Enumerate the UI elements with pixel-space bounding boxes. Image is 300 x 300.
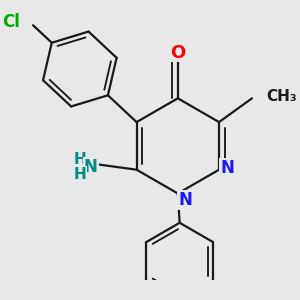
Text: H: H: [74, 167, 86, 182]
Text: CH₃: CH₃: [266, 89, 296, 104]
Text: N: N: [178, 191, 192, 209]
Text: H: H: [74, 152, 86, 167]
Text: Cl: Cl: [2, 13, 20, 31]
Text: O: O: [170, 44, 185, 62]
Text: N: N: [220, 159, 234, 177]
Text: N: N: [84, 158, 98, 176]
